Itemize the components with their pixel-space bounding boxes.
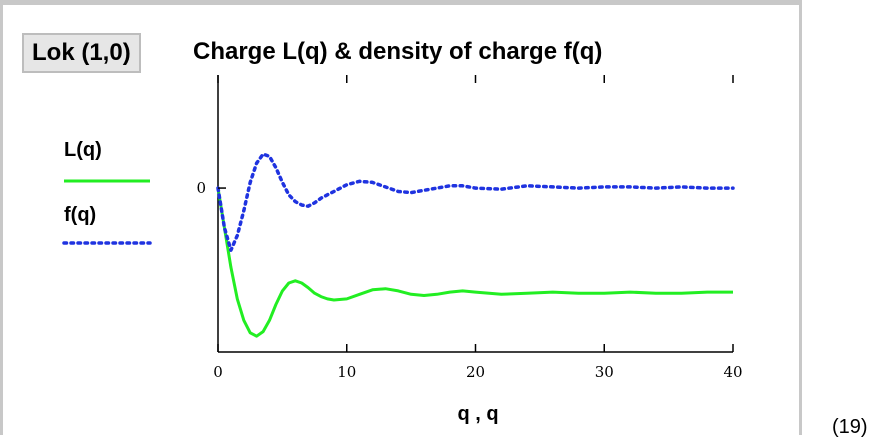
- region-tag: Lok (1,0): [22, 33, 141, 73]
- x-tick-label-10: 10: [337, 363, 356, 381]
- x-tick-label-20: 20: [466, 363, 485, 381]
- equation-number: (19): [832, 416, 868, 438]
- plot-axes: [217, 75, 733, 353]
- x-tick-label-0: 0: [213, 363, 223, 381]
- axis-ticks: 0 10 20 30 40 0: [196, 75, 743, 381]
- chart-title: Charge L(q) & density of charge f(q): [193, 38, 603, 65]
- y-tick-label-0: 0: [196, 179, 206, 197]
- series-line-f-q: [216, 152, 735, 252]
- x-tick-label-30: 30: [595, 363, 614, 381]
- legend-swatches: [62, 179, 152, 245]
- legend-label-f: f(q): [64, 204, 97, 226]
- plot-series: [216, 152, 735, 338]
- legend-label-l: L(q): [64, 139, 102, 161]
- series-line-l-q: [216, 187, 733, 338]
- x-tick-label-40: 40: [723, 363, 742, 381]
- x-axis-label: q , q: [457, 403, 498, 425]
